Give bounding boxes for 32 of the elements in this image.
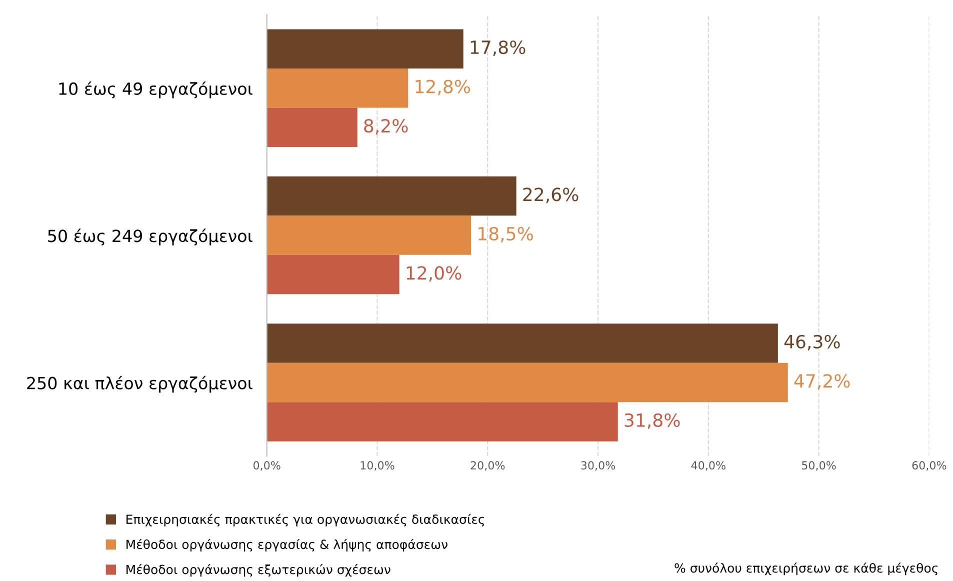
x-tick-label: 50,0% (802, 461, 836, 471)
legend-label: Μέθοδοι οργάνωσης εξωτερικών σχέσεων (126, 564, 390, 577)
text: % συνόλου επιχειρήσεων σε κάθε μέγεθος (674, 562, 938, 576)
legend-label: Μέθοδοι οργάνωσης εργασίας & λήψης αποφάσεων (126, 538, 448, 552)
data-label: 31,8% (624, 413, 680, 429)
bar (266, 216, 472, 255)
data-label: 12,0% (406, 266, 462, 282)
y-tick-label: 250 και πλέον εργαζόμενοι (27, 376, 252, 393)
data-label: 12,8% (416, 80, 470, 96)
bar (266, 68, 408, 108)
data-label: 17,8% (470, 40, 526, 56)
bar (266, 108, 358, 147)
bar (266, 324, 778, 363)
x-tick-label: 40,0% (691, 461, 726, 471)
bar (266, 402, 618, 442)
data-label: 8,2% (364, 118, 408, 134)
bar (266, 29, 464, 68)
data-label: 18,5% (478, 226, 533, 242)
y-tick-label: 10 έως 49 εργαζόμενοι (59, 81, 252, 98)
bar (266, 176, 516, 216)
x-tick-label: 0,0% (253, 461, 280, 471)
x-tick-label: 30,0% (581, 461, 616, 471)
bar (266, 362, 788, 402)
x-tick-label: 60,0% (912, 461, 946, 471)
data-label: 46,3% (784, 334, 840, 350)
y-tick-label: 50 έως 249 εργαζόμενοι (48, 228, 252, 246)
bar (266, 254, 400, 294)
legend-label: Επιχειρησιακές πρακτικές για οργανωσιακές διαδικασίες (126, 514, 484, 526)
x-tick-label: 10,0% (360, 461, 394, 471)
x-tick-label: 20,0% (470, 461, 505, 471)
data-label: 47,2% (794, 374, 850, 390)
data-label: 22,6% (523, 188, 578, 204)
